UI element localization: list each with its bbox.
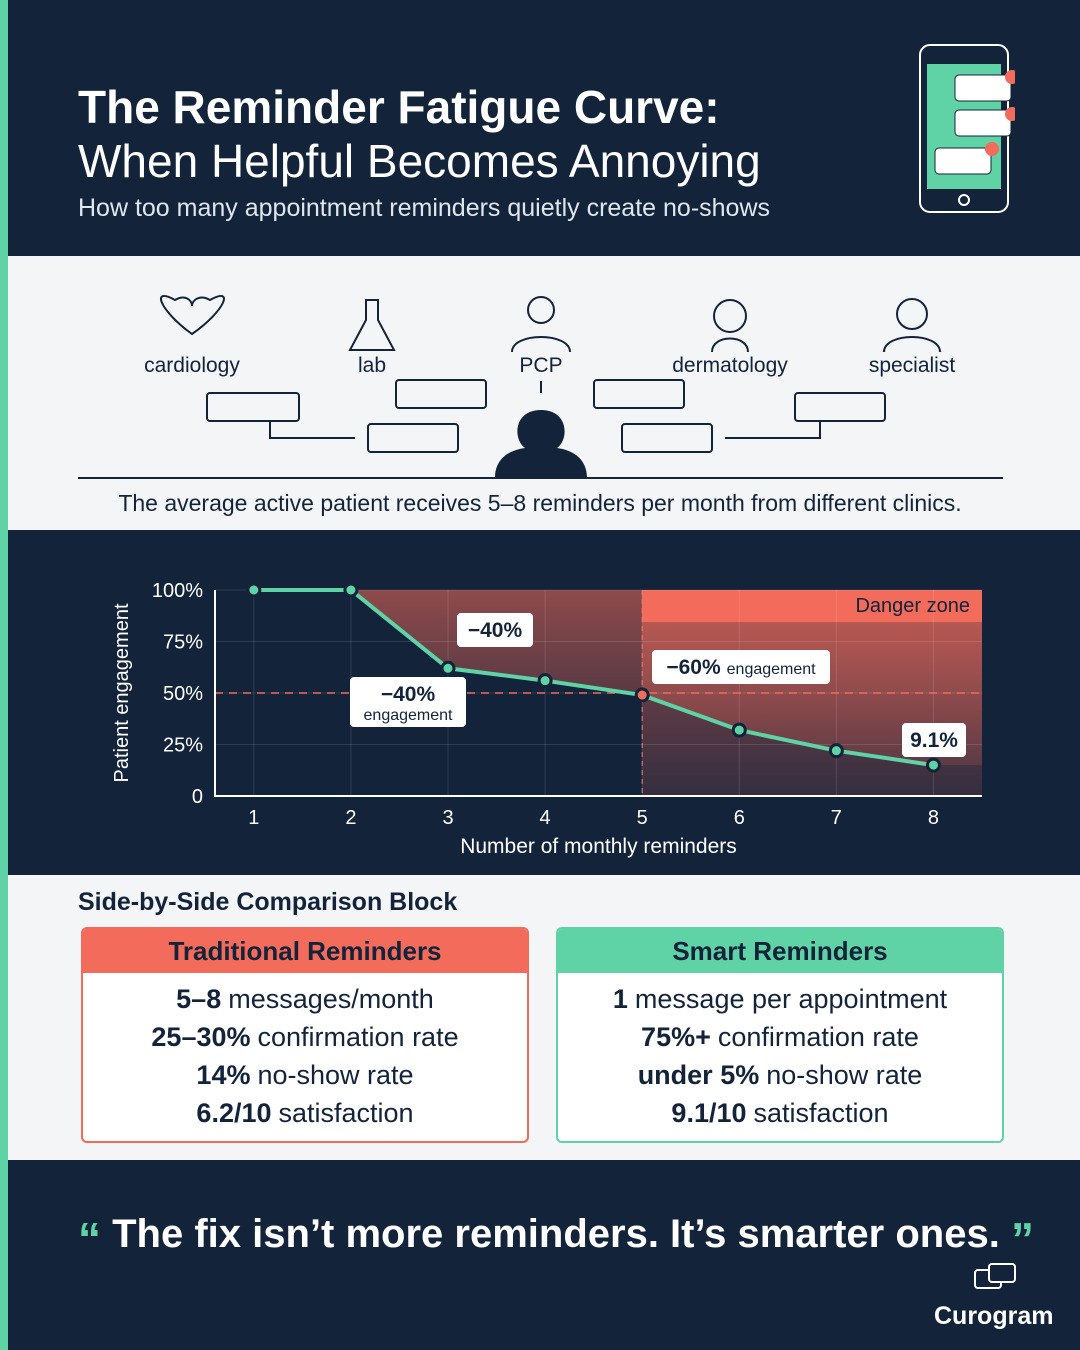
annotation-box	[457, 613, 533, 647]
card-row: 75%+ confirmation rate	[558, 1018, 1002, 1056]
danger-zone-label: Danger zone	[855, 595, 970, 617]
point	[925, 757, 941, 773]
card-title: Traditional Reminders	[83, 929, 527, 973]
row-text: confirmation rate	[717, 1022, 919, 1052]
row-value: 6.2/10	[196, 1098, 272, 1128]
card-row: under 5% no-show rate	[558, 1056, 1002, 1094]
y-tick-label: 25%	[163, 735, 203, 757]
footer	[0, 1160, 1080, 1350]
x-tick-label: 6	[734, 807, 745, 829]
card-row: 5–8 messages/month	[83, 980, 527, 1018]
card-row: 9.1/10 satisfaction	[558, 1094, 1002, 1132]
quote-close: ”	[1010, 1213, 1034, 1265]
card: Smart Reminders 1 message per appointment 7…	[556, 927, 1004, 1143]
annotation: −40%	[468, 619, 523, 642]
x-tick-label: 8	[928, 807, 939, 829]
annotation-box	[902, 723, 966, 757]
card-title: Smart Reminders	[558, 929, 1002, 973]
card-row: 1 message per appointment	[558, 980, 1002, 1018]
row-text: satisfaction	[278, 1098, 414, 1128]
point	[440, 660, 456, 676]
row-text: confirmation rate	[257, 1022, 459, 1052]
annotation-text: engagement	[364, 707, 454, 724]
clinic-label: PCP	[519, 354, 563, 377]
card: Traditional Reminders 5–8 messages/month 25…	[81, 927, 529, 1143]
card-body: 1 message per appointment 75%+ confirmation…	[558, 973, 1002, 1132]
row-text: satisfaction	[753, 1098, 889, 1128]
quote-open: “	[78, 1213, 101, 1265]
header	[0, 0, 1080, 256]
comparison-title: Side-by-Side Comparison Block	[78, 888, 458, 916]
accent-stripe	[0, 0, 8, 1350]
annotation: −40% engagement	[364, 683, 454, 724]
annotation-value: −40%	[381, 683, 436, 706]
danger-zone-header	[642, 590, 982, 622]
row-value: under 5%	[637, 1060, 760, 1090]
brand: Curogram	[934, 1302, 1054, 1330]
row-value: 75%+	[641, 1022, 711, 1052]
quote-text: The fix isn’t more reminders. It’s smart…	[112, 1212, 1000, 1256]
quote: “ The fix isn’t more reminders. It’s sma…	[78, 1212, 1034, 1266]
card-body: 5–8 messages/month 25–30% confirmation rate…	[83, 973, 527, 1132]
annotation-box	[652, 650, 830, 684]
y-tick-label: 50%	[163, 683, 203, 705]
card-row: 25–30% confirmation rate	[83, 1018, 527, 1056]
point	[828, 743, 844, 759]
row-value: 14%	[196, 1060, 251, 1090]
y-axis-label: Patient engagement	[111, 603, 133, 782]
clinics-diagram	[0, 256, 1080, 530]
tagline: How too many appointment reminders quiet…	[78, 194, 771, 222]
x-tick-label: 5	[637, 807, 648, 829]
point	[634, 687, 650, 703]
point	[731, 722, 747, 738]
annotation-value: −60%	[666, 656, 721, 679]
title: The Reminder Fatigue Curve:	[78, 81, 720, 133]
row-text: no-show rate	[766, 1060, 923, 1090]
x-tick-label: 2	[345, 807, 356, 829]
row-text: no-show rate	[257, 1060, 414, 1090]
card-row: 14% no-show rate	[83, 1056, 527, 1094]
row-text: messages/month	[228, 984, 434, 1014]
row-value: 25–30%	[151, 1022, 251, 1052]
row-value: 5–8	[176, 984, 222, 1014]
y-tick-label: 0	[192, 786, 203, 808]
x-tick-label: 3	[442, 807, 453, 829]
clinic-label: specialist	[868, 354, 956, 377]
row-text: message per appointment	[634, 984, 948, 1014]
y-tick-label: 100%	[152, 580, 203, 602]
clinic-label: lab	[357, 354, 387, 377]
x-tick-label: 7	[831, 807, 842, 829]
point	[343, 582, 359, 598]
x-tick-label: 1	[248, 807, 259, 829]
y-tick-label: 75%	[163, 632, 203, 654]
annotation: −60% engagement	[666, 656, 816, 679]
brand-icon	[974, 1263, 1016, 1289]
point	[537, 673, 553, 689]
axis	[214, 590, 982, 797]
annotation-box	[350, 677, 466, 727]
row-value: 1	[612, 984, 628, 1014]
phone-icon	[919, 44, 1015, 213]
card-row: 6.2/10 satisfaction	[83, 1094, 527, 1132]
subtitle: When Helpful Becomes Annoying	[78, 135, 761, 187]
line	[253, 588, 934, 768]
point	[246, 582, 262, 598]
clinic-label: dermatology	[672, 354, 788, 377]
annotation-text: engagement	[727, 661, 817, 678]
row-value: 9.1/10	[671, 1098, 747, 1128]
stat: The average active patient receives 5–8 …	[118, 490, 962, 516]
clinic-label: cardiology	[144, 354, 240, 377]
annotation-value: 9.1%	[910, 729, 958, 752]
annotation-value: −40%	[468, 619, 523, 642]
annotation: 9.1%	[910, 729, 958, 752]
x-axis-label: Number of monthly reminders	[460, 835, 737, 858]
chart: Danger zone 0 25% 50% 75% 100% 1 2 3 4 5 6 7 8 Number …	[111, 580, 982, 858]
x-tick-label: 4	[540, 807, 551, 829]
